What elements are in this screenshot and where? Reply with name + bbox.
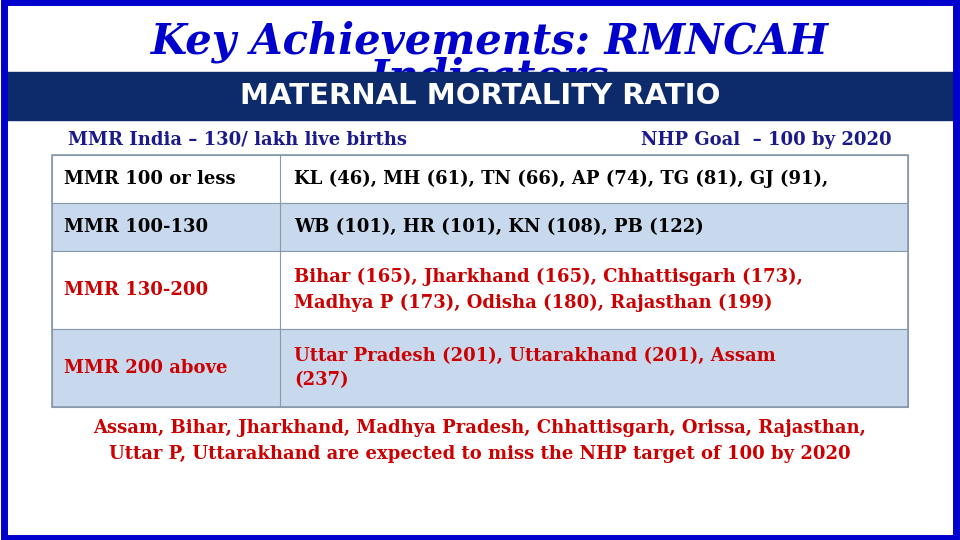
Text: Assam, Bihar, Jharkhand, Madhya Pradesh, Chhattisgarh, Orissa, Rajasthan,
Uttar : Assam, Bihar, Jharkhand, Madhya Pradesh,… [93,419,867,463]
FancyBboxPatch shape [52,203,908,251]
Text: NHP Goal  – 100 by 2020: NHP Goal – 100 by 2020 [641,131,892,149]
Text: WB (101), HR (101), KN (108), PB (122): WB (101), HR (101), KN (108), PB (122) [294,218,704,236]
Text: Uttar Pradesh (201), Uttarakhand (201), Assam
(237): Uttar Pradesh (201), Uttarakhand (201), … [294,347,776,389]
Text: Key Achievements: RMNCAH: Key Achievements: RMNCAH [151,21,829,63]
Text: MMR 100-130: MMR 100-130 [64,218,208,236]
Text: MMR India – 130/ lakh live births: MMR India – 130/ lakh live births [68,131,407,149]
FancyBboxPatch shape [4,72,956,120]
FancyBboxPatch shape [52,155,908,203]
Text: MMR 100 or less: MMR 100 or less [64,170,235,188]
Text: MMR 200 above: MMR 200 above [64,359,228,377]
FancyBboxPatch shape [52,329,908,407]
Text: MATERNAL MORTALITY RATIO: MATERNAL MORTALITY RATIO [240,82,720,110]
Text: Bihar (165), Jharkhand (165), Chhattisgarh (173),
Madhya P (173), Odisha (180), : Bihar (165), Jharkhand (165), Chhattisga… [294,268,803,312]
FancyBboxPatch shape [52,251,908,329]
Text: MMR 130-200: MMR 130-200 [64,281,208,299]
Text: KL (46), MH (61), TN (66), AP (74), TG (81), GJ (91),: KL (46), MH (61), TN (66), AP (74), TG (… [294,170,828,188]
Text: Indicators: Indicators [371,57,610,99]
